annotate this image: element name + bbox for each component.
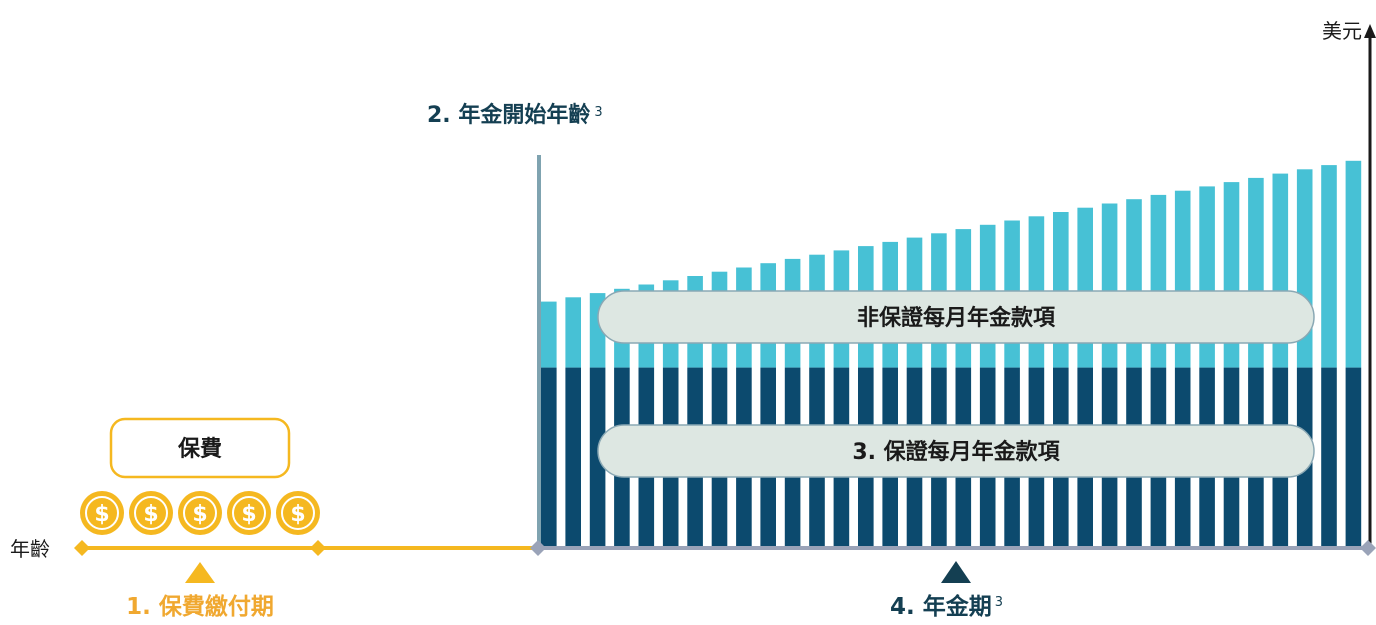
non-guaranteed-payments-pill: 非保證每月年金款項	[597, 290, 1315, 344]
guaranteed-bar-segment	[565, 367, 581, 548]
annuity-period-text: 4. 年金期	[890, 593, 992, 620]
premium-box: 保費	[109, 417, 291, 479]
y-axis-arrow-icon	[1364, 24, 1376, 38]
non-guaranteed-bar-segment	[565, 297, 581, 368]
coin-dollar-symbol: $	[290, 502, 305, 527]
premium-timeline	[74, 540, 538, 556]
annuity-payment-bars	[541, 160, 1362, 548]
annuity-start-diamond-icon	[530, 540, 546, 556]
coin-dollar-symbol: $	[94, 502, 109, 527]
coin-dollar-symbol: $	[192, 502, 207, 527]
guaranteed-bar-segment	[541, 367, 557, 548]
coin-icon: $	[129, 491, 173, 535]
coin-icon: $	[227, 491, 271, 535]
coin-dollar-symbol: $	[241, 502, 256, 527]
coin-icon: $	[178, 491, 222, 535]
coin-inner-ring	[232, 496, 266, 530]
annuity-start-age-superscript: 3	[594, 105, 602, 120]
annuity-timeline	[530, 540, 1376, 556]
premium-start-diamond-icon	[74, 540, 90, 556]
non-guaranteed-bar-segment	[1053, 212, 1069, 368]
guaranteed-bar-segment	[1321, 367, 1337, 548]
annuity-period-superscript: 3	[995, 595, 1003, 610]
annuity-start-age-label: 2. 年金開始年齡 3	[427, 102, 603, 128]
non-guaranteed-bar-segment	[541, 301, 557, 368]
coin-inner-ring	[134, 496, 168, 530]
annuity-period-marker-icon	[941, 561, 971, 583]
premium-box-label: 保費	[177, 437, 222, 462]
guaranteed-payments-pill: 3. 保證每月年金款項	[597, 424, 1315, 478]
premium-payment-period-label: 1. 保費繳付期	[126, 593, 274, 620]
coin-inner-ring	[183, 496, 217, 530]
annuity-period-label: 4. 年金期 3	[890, 593, 1003, 620]
guaranteed-bar-segment	[1345, 367, 1362, 548]
age-axis-label: 年齡	[10, 537, 50, 561]
y-axis: 美元	[1322, 19, 1376, 548]
coin-icon: $	[80, 491, 124, 535]
coin-inner-ring	[281, 496, 315, 530]
coin-inner-ring	[85, 496, 119, 530]
annuity-start-age-text: 2. 年金開始年齡	[427, 102, 590, 128]
non-guaranteed-bar-segment	[1321, 165, 1337, 368]
annuity-end-diamond-icon	[1360, 540, 1376, 556]
premium-coins: $ $ $ $ $	[80, 491, 320, 535]
premium-end-diamond-icon	[310, 540, 326, 556]
guaranteed-payments-label: 3. 保證每月年金款項	[852, 439, 1060, 465]
y-axis-unit-label: 美元	[1322, 19, 1362, 43]
non-guaranteed-bar-segment	[1345, 160, 1362, 368]
premium-period-marker-icon	[185, 562, 215, 583]
coin-icon: $	[276, 491, 320, 535]
guaranteed-bar-segment	[589, 367, 606, 548]
non-guaranteed-payments-label: 非保證每月年金款項	[857, 305, 1056, 331]
coin-dollar-symbol: $	[143, 502, 158, 527]
